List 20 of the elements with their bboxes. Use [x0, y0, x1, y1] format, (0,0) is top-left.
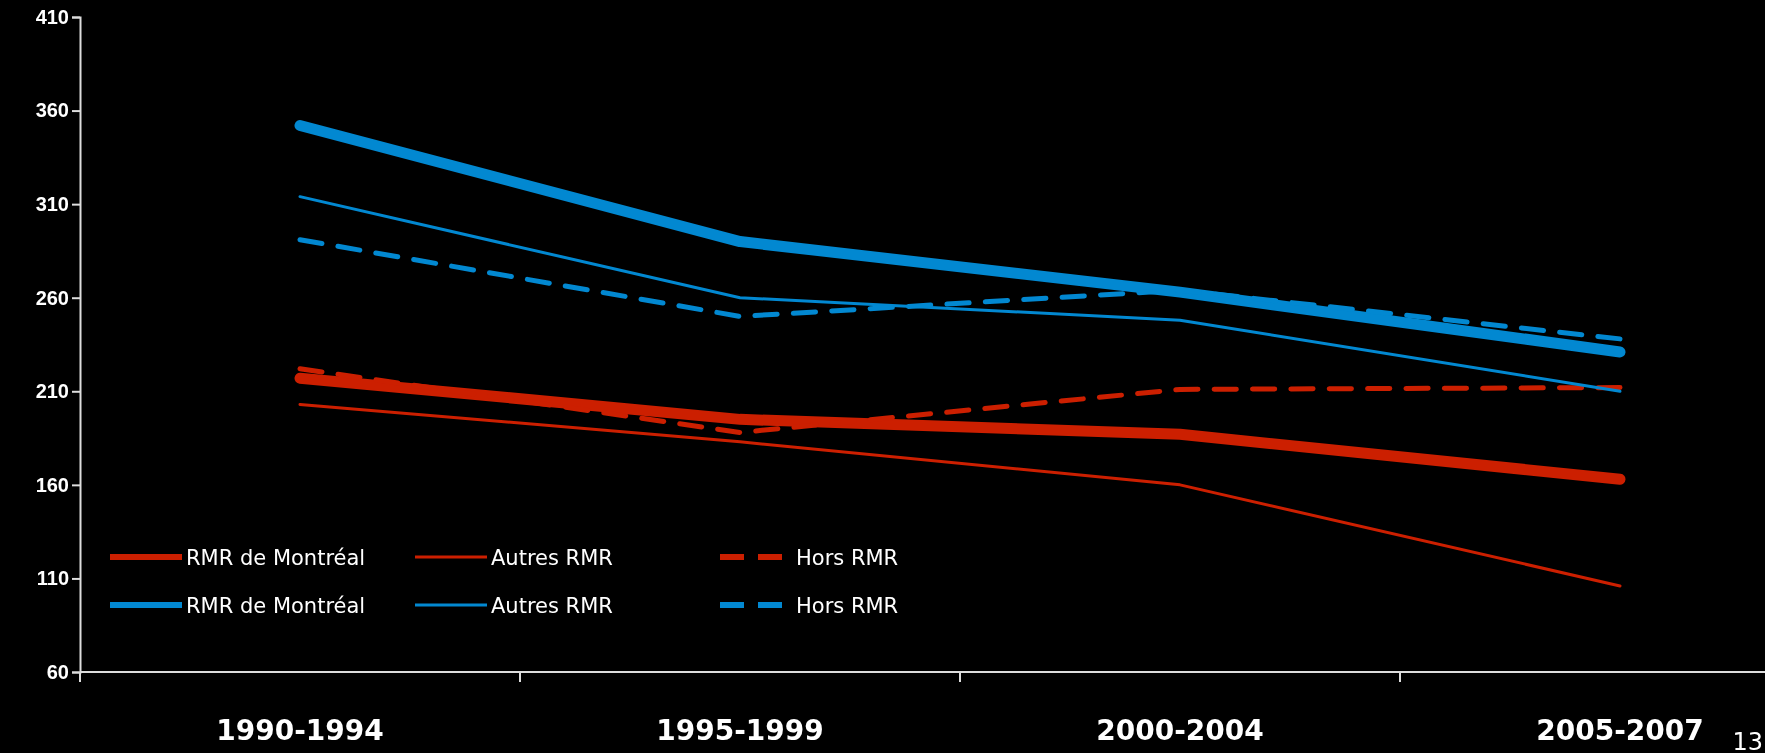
- legend-label: RMR de Montréal: [186, 594, 366, 618]
- y-tick-label: 160: [35, 473, 69, 496]
- x-tick-label: 2000-2004: [1096, 714, 1264, 747]
- legend-label: Hors RMR: [796, 546, 899, 570]
- y-tick-label: 410: [35, 5, 69, 28]
- y-tick-label: 110: [36, 567, 69, 590]
- y-tick-label: 210: [35, 380, 69, 403]
- y-tick-label: 260: [35, 286, 69, 309]
- legend-label: Autres RMR: [491, 594, 613, 618]
- y-tick-label: 60: [46, 660, 69, 683]
- line-series: [298, 195, 1622, 393]
- x-tick-label: 2005-2007: [1536, 714, 1704, 747]
- legend-label: Hors RMR: [796, 594, 899, 618]
- y-tick-label: 310: [35, 193, 69, 216]
- text: 13: [1732, 728, 1763, 753]
- x-tick-label: 1995-1999: [656, 714, 824, 747]
- legend-label: RMR de Montréal: [186, 546, 366, 570]
- y-tick-label: 360: [35, 99, 69, 122]
- legend-label: Autres RMR: [491, 546, 613, 570]
- x-tick-label: 1990-1994: [216, 714, 384, 747]
